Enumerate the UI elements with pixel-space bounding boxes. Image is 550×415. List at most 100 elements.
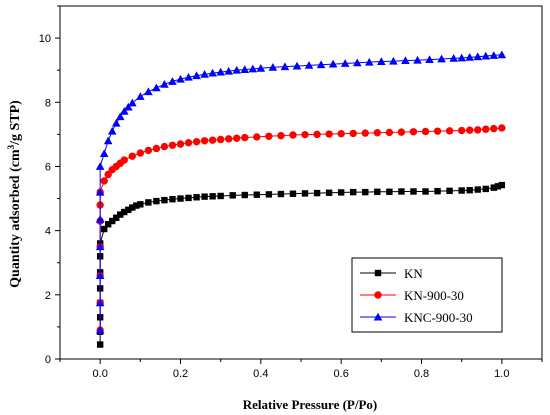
data-point-knc-900-30: [465, 53, 474, 61]
data-point-knc-900-30: [401, 56, 410, 64]
data-point-kn: [386, 188, 393, 196]
data-point-knc-900-30: [103, 136, 113, 145]
data-point-kn: [337, 189, 345, 196]
data-point-knc-900-30: [425, 55, 434, 64]
data-point-kn: [494, 183, 502, 190]
axis-layer: 0.0 0.2 0.4 0.6 0.8 1.0 0 2 4 6 8 10: [39, 5, 543, 380]
data-point-kn-900-30: [433, 127, 442, 135]
data-point-kn: [289, 190, 297, 197]
data-point-kn: [241, 191, 248, 199]
data-point-knc-900-30: [256, 63, 266, 72]
data-point-kn-900-30: [349, 129, 357, 138]
data-point-kn-900-30: [337, 130, 345, 138]
data-point-knc-900-30: [224, 66, 233, 75]
data-point-kn-900-30: [176, 140, 185, 148]
data-point-kn: [125, 206, 132, 213]
legend-item-knc-900-30: KNC-900-30: [360, 310, 473, 325]
x-tick-label: 0.6: [334, 368, 349, 380]
data-point-knc-900-30: [200, 70, 209, 78]
data-point-knc-900-30: [304, 61, 314, 69]
data-point-kn-900-30: [192, 138, 201, 146]
data-point-kn: [217, 192, 224, 200]
data-point-knc-900-30: [377, 57, 386, 65]
data-point-knc-900-30: [95, 242, 105, 251]
data-point-kn-900-30: [313, 130, 321, 139]
data-point-kn-900-30: [128, 152, 136, 160]
data-point-knc-900-30: [457, 53, 466, 62]
legend-marker: [373, 312, 383, 321]
data-point-kn-900-30: [100, 177, 108, 185]
data-point-kn-900-30: [301, 130, 309, 139]
data-point-kn: [113, 214, 120, 221]
y-axis-title-superscript: 3: [6, 144, 16, 149]
data-point-knc-900-30: [389, 56, 398, 65]
data-point-kn-900-30: [490, 124, 498, 133]
data-point-kn-900-30: [409, 128, 418, 136]
data-point-knc-900-30: [119, 106, 129, 115]
y-axis-title-part-2: /g STP): [8, 100, 23, 146]
data-point-kn-900-30: [385, 128, 394, 137]
x-tick-label: 0.0: [93, 368, 108, 380]
data-point-kn: [133, 202, 140, 209]
data-point-kn: [201, 193, 208, 200]
data-point-kn-900-30: [277, 131, 285, 140]
data-point-knc-900-30: [95, 325, 105, 334]
data-point-kn: [490, 184, 497, 191]
data-point-kn-900-30: [474, 126, 482, 134]
data-point-knc-900-30: [115, 112, 125, 121]
legend: KN KN-900-30 KNC-900-30: [351, 257, 503, 333]
data-point-kn-900-30: [361, 129, 369, 137]
data-point-kn: [422, 188, 429, 195]
data-point-knc-900-30: [240, 65, 250, 73]
data-point-kn-900-30: [445, 127, 454, 135]
data-point-kn: [137, 201, 144, 208]
data-point-kn: [362, 188, 369, 196]
data-point-kn-900-30: [168, 141, 177, 149]
data-point-kn-900-30: [482, 125, 490, 133]
data-point-knc-900-30: [95, 298, 105, 307]
data-point-kn: [169, 195, 176, 203]
y-tick-label: 2: [45, 290, 51, 302]
legend-item-kn: KN: [360, 266, 423, 281]
data-point-kn: [109, 217, 116, 225]
data-point-knc-900-30: [144, 87, 153, 96]
data-point-kn-900-30: [421, 127, 430, 136]
x-axis-title: Relative Pressure (P/Po): [243, 397, 378, 412]
data-point-knc-900-30: [128, 98, 137, 107]
data-point-kn: [185, 194, 192, 202]
data-point-kn: [325, 189, 333, 196]
data-point-kn: [265, 191, 273, 198]
data-point-knc-900-30: [316, 60, 326, 69]
legend-label: KN: [404, 266, 423, 281]
data-point-kn-900-30: [397, 128, 406, 136]
y-tick-label: 4: [45, 226, 51, 238]
data-point-kn-900-30: [325, 130, 333, 138]
data-point-kn: [105, 221, 112, 228]
data-point-kn: [117, 211, 124, 218]
data-point-knc-900-30: [437, 54, 446, 63]
data-point-kn-900-30: [265, 132, 273, 140]
data-point-kn: [177, 195, 184, 202]
data-point-knc-900-30: [248, 64, 258, 73]
data-point-knc-900-30: [328, 59, 338, 68]
data-point-knc-900-30: [352, 58, 362, 67]
x-tick-label: 0.4: [253, 368, 268, 380]
data-point-kn-900-30: [200, 137, 209, 145]
data-point-kn-900-30: [241, 133, 249, 142]
data-point-kn: [446, 187, 453, 195]
x-tick-label: 0.8: [414, 368, 429, 380]
data-point-knc-900-30: [497, 50, 507, 59]
data-point-knc-900-30: [413, 55, 422, 64]
series-kn: [96, 181, 506, 348]
data-point-knc-900-30: [95, 215, 105, 223]
data-point-knc-900-30: [216, 67, 225, 76]
data-point-kn: [161, 196, 168, 204]
series-knc-900-30: [95, 50, 507, 334]
data-point-kn-900-30: [457, 126, 466, 135]
data-point-kn: [410, 188, 417, 195]
data-point-knc-900-30: [95, 271, 105, 280]
data-point-knc-900-30: [111, 118, 121, 127]
data-point-kn: [253, 191, 261, 198]
data-point-kn: [100, 225, 108, 233]
